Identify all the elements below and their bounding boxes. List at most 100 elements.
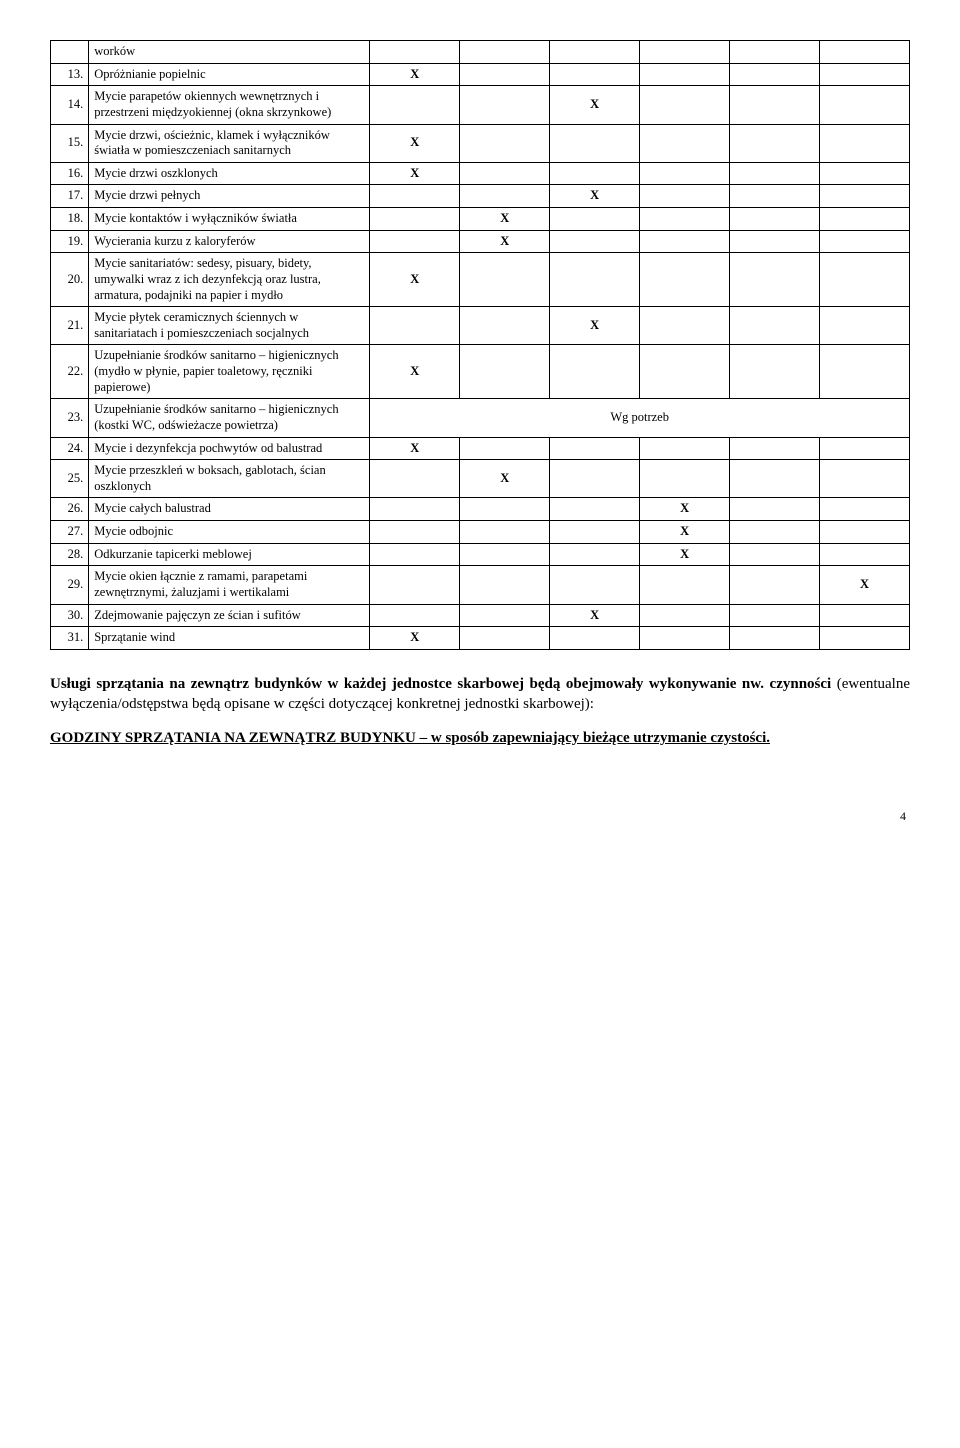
table-row: 27.Mycie odbojnicX (51, 521, 910, 544)
frequency-cell (730, 627, 820, 650)
frequency-cell: X (370, 627, 460, 650)
table-row: 14.Mycie parapetów okiennych wewnętrznyc… (51, 86, 910, 124)
paragraph-2: GODZINY SPRZĄTANIA NA ZEWNĄTRZ BUDYNKU –… (50, 728, 910, 748)
frequency-cell (819, 543, 909, 566)
table-row: 30.Zdejmowanie pajęczyn ze ścian i sufit… (51, 604, 910, 627)
row-number: 30. (51, 604, 89, 627)
frequency-cell (370, 566, 460, 604)
frequency-cell (460, 41, 550, 64)
row-description: Zdejmowanie pajęczyn ze ścian i sufitów (89, 604, 370, 627)
frequency-cell (730, 543, 820, 566)
frequency-cell (640, 124, 730, 162)
body-text: Usługi sprzątania na zewnątrz budynków w… (50, 674, 910, 749)
frequency-cell: X (640, 521, 730, 544)
frequency-cell (460, 253, 550, 307)
table-row: 19.Wycierania kurzu z kaloryferówX (51, 230, 910, 253)
frequency-cell: X (550, 604, 640, 627)
frequency-cell (460, 437, 550, 460)
table-row: 13.Opróżnianie popielnicX (51, 63, 910, 86)
frequency-cell (460, 604, 550, 627)
frequency-cell (370, 498, 460, 521)
frequency-cell (640, 41, 730, 64)
frequency-cell: X (370, 437, 460, 460)
frequency-cell (819, 521, 909, 544)
row-number: 21. (51, 307, 89, 345)
frequency-cell (640, 627, 730, 650)
frequency-cell (730, 521, 820, 544)
frequency-cell (730, 498, 820, 521)
frequency-cell (819, 604, 909, 627)
frequency-cell (550, 566, 640, 604)
row-description: Mycie drzwi pełnych (89, 185, 370, 208)
frequency-cell (730, 345, 820, 399)
frequency-cell (460, 185, 550, 208)
row-description: Mycie całych balustrad (89, 498, 370, 521)
frequency-cell (370, 543, 460, 566)
row-number: 13. (51, 63, 89, 86)
frequency-cell (819, 498, 909, 521)
frequency-cell: X (370, 345, 460, 399)
table-row: 18.Mycie kontaktów i wyłączników światła… (51, 208, 910, 231)
table-row: 28.Odkurzanie tapicerki meblowejX (51, 543, 910, 566)
frequency-cell (730, 208, 820, 231)
frequency-cell (640, 253, 730, 307)
frequency-cell (550, 627, 640, 650)
frequency-cell (730, 230, 820, 253)
frequency-cell (640, 63, 730, 86)
row-description: Odkurzanie tapicerki meblowej (89, 543, 370, 566)
frequency-cell (460, 86, 550, 124)
paragraph-1-bold: Usługi sprzątania na zewnątrz budynków w… (50, 676, 837, 692)
frequency-cell (730, 124, 820, 162)
table-row: 23.Uzupełnianie środków sanitarno – higi… (51, 399, 910, 437)
paragraph-1: Usługi sprzątania na zewnątrz budynków w… (50, 674, 910, 715)
frequency-cell: X (460, 460, 550, 498)
frequency-cell (819, 162, 909, 185)
frequency-cell (819, 460, 909, 498)
frequency-cell: X (819, 566, 909, 604)
frequency-cell (819, 41, 909, 64)
frequency-cell (370, 230, 460, 253)
frequency-cell: X (370, 63, 460, 86)
frequency-cell (819, 63, 909, 86)
frequency-cell (370, 86, 460, 124)
row-description: Mycie parapetów okiennych wewnętrznych i… (89, 86, 370, 124)
frequency-cell (460, 566, 550, 604)
row-number: 17. (51, 185, 89, 208)
table-row: 17.Mycie drzwi pełnychX (51, 185, 910, 208)
frequency-cell (550, 498, 640, 521)
row-number: 27. (51, 521, 89, 544)
row-span-text: Wg potrzeb (370, 399, 910, 437)
row-number: 16. (51, 162, 89, 185)
frequency-cell (460, 63, 550, 86)
row-description: Uzupełnianie środków sanitarno – higieni… (89, 399, 370, 437)
frequency-cell (460, 627, 550, 650)
frequency-cell (460, 124, 550, 162)
frequency-cell (640, 566, 730, 604)
row-number: 25. (51, 460, 89, 498)
frequency-cell (640, 185, 730, 208)
row-number: 20. (51, 253, 89, 307)
row-number: 15. (51, 124, 89, 162)
frequency-cell: X (370, 124, 460, 162)
row-number: 22. (51, 345, 89, 399)
frequency-cell: X (370, 253, 460, 307)
row-description: Mycie drzwi, ościeżnic, klamek i wyłączn… (89, 124, 370, 162)
frequency-cell (819, 345, 909, 399)
frequency-cell (819, 307, 909, 345)
frequency-cell (640, 86, 730, 124)
table-row: 21.Mycie płytek ceramicznych ściennych w… (51, 307, 910, 345)
frequency-cell (460, 521, 550, 544)
paragraph-2-text: GODZINY SPRZĄTANIA NA ZEWNĄTRZ BUDYNKU –… (50, 730, 770, 746)
row-number (51, 41, 89, 64)
row-number: 31. (51, 627, 89, 650)
row-description: Mycie przeszkleń w boksach, gablotach, ś… (89, 460, 370, 498)
frequency-cell (640, 208, 730, 231)
row-description: Mycie drzwi oszklonych (89, 162, 370, 185)
frequency-cell (819, 230, 909, 253)
frequency-cell (819, 86, 909, 124)
row-description: Uzupełnianie środków sanitarno – higieni… (89, 345, 370, 399)
frequency-cell (730, 566, 820, 604)
frequency-cell (640, 460, 730, 498)
frequency-cell (730, 185, 820, 208)
table-row: 15.Mycie drzwi, ościeżnic, klamek i wyłą… (51, 124, 910, 162)
